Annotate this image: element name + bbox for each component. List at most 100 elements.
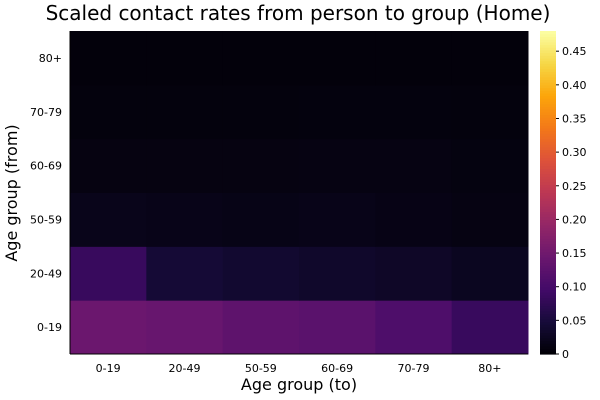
colorbar-segment: [540, 184, 556, 188]
colorbar-segment: [540, 332, 556, 336]
colorbar-segment: [540, 90, 556, 94]
colorbar-tick-label: 0.45: [562, 45, 587, 58]
colorbar-segment: [540, 267, 556, 272]
colorbar-segment: [540, 111, 556, 116]
heatmap-cell-70-79-0-19: [70, 84, 147, 140]
heatmap-cell-50-59-80+: [451, 192, 529, 247]
heatmap-cell-0-19-70-79: [375, 300, 453, 355]
heatmap-cell-0-19-50-59: [222, 300, 300, 355]
colorbar-segment: [540, 235, 556, 239]
colorbar-segment: [540, 275, 556, 280]
colorbar-segment: [540, 173, 556, 177]
x-axis-ticks: 0-19 20-49 50-59 60-69 70-79 80+: [96, 362, 502, 375]
colorbar-segment: [540, 200, 556, 204]
x-tick-label: 60-69: [321, 362, 353, 375]
colorbar-segment: [540, 162, 556, 167]
colorbar-segment: [540, 327, 556, 331]
colorbar-segment: [540, 257, 556, 261]
colorbar-segment: [540, 63, 556, 67]
colorbar-segment: [540, 106, 556, 110]
heatmap-cell-0-19-80+: [451, 300, 529, 355]
heatmap-cell-80+-20-49: [146, 31, 224, 86]
colorbar-segment: [540, 33, 556, 37]
heatmap-cell-0-19-60-69: [299, 300, 376, 355]
colorbar-segment: [540, 251, 556, 256]
colorbar-segment: [540, 71, 556, 75]
colorbar-segment: [540, 152, 556, 156]
colorbar-segment: [540, 297, 556, 301]
colorbar-segment: [540, 240, 556, 245]
heatmap-cell-80+-50-59: [222, 31, 300, 86]
heatmap-cell-60-69-0-19: [70, 138, 147, 193]
colorbar-segment: [540, 270, 556, 274]
colorbar-segment: [540, 227, 556, 231]
colorbar-segment: [540, 340, 556, 344]
heatmap-cell-80+-60-69: [299, 31, 376, 86]
colorbar-segment: [540, 273, 556, 277]
colorbar-segment: [540, 187, 556, 191]
colorbar-segment: [540, 79, 556, 83]
colorbar-segment: [540, 224, 556, 229]
colorbar-segment: [540, 87, 556, 91]
colorbar-segment: [540, 329, 556, 334]
plot-frame: [69, 31, 528, 355]
colorbar-segment: [540, 321, 556, 325]
heatmap-cell-80+-80+: [451, 31, 529, 86]
x-tick-label: 70-79: [398, 362, 430, 375]
heatmap-cell-20-49-80+: [451, 246, 529, 301]
colorbar-segment: [540, 286, 556, 290]
colorbar-segment: [540, 246, 556, 250]
colorbar-segment: [540, 284, 556, 288]
colorbar-segment: [540, 259, 556, 264]
heatmap-cell-50-59-0-19: [70, 192, 147, 247]
y-tick-label: 70-79: [30, 106, 62, 119]
colorbar-tick-label: 0.25: [562, 180, 587, 193]
colorbar-tick-label: 0.15: [562, 247, 587, 260]
colorbar-segment: [540, 130, 556, 134]
colorbar-segment: [540, 122, 556, 126]
colorbar-segment: [540, 154, 556, 159]
colorbar-segment: [540, 211, 556, 215]
colorbar-segment: [540, 179, 556, 183]
colorbar-segment: [540, 117, 556, 121]
colorbar-segment: [540, 68, 556, 72]
heatmap-cell-50-59-70-79: [375, 192, 453, 247]
colorbar-segment: [540, 49, 556, 54]
colorbar-segment: [540, 170, 556, 175]
colorbar-segment: [540, 95, 556, 99]
colorbar-segment: [540, 76, 556, 81]
colorbar-segment: [540, 254, 556, 258]
colorbar-segment: [540, 36, 556, 40]
colorbar-tick-label: 0.05: [562, 314, 587, 327]
heatmap-cell-60-69-60-69: [299, 138, 376, 193]
x-tick-label: 50-59: [245, 362, 277, 375]
heatmap-cell-60-69-20-49: [146, 138, 224, 193]
heatmap-cell-60-69-70-79: [375, 138, 453, 193]
colorbar-segment: [540, 289, 556, 293]
colorbar-segment: [540, 127, 556, 132]
heatmap-cell-60-69-50-59: [222, 138, 300, 193]
heatmap-cell-70-79-80+: [451, 84, 529, 140]
colorbar-segment: [540, 149, 556, 153]
colorbar-segment: [540, 278, 556, 282]
y-axis-ticks: 0-19 20-49 50-59 60-69 70-79 80+: [30, 52, 62, 334]
y-tick-label: 80+: [39, 52, 62, 65]
colorbar-segment: [540, 195, 556, 199]
colorbar-segment: [540, 114, 556, 118]
colorbar-segment: [540, 310, 556, 315]
colorbar-segment: [540, 60, 556, 64]
colorbar-segment: [540, 316, 556, 320]
colorbar-segment: [540, 168, 556, 172]
colorbar-segment: [540, 138, 556, 142]
colorbar-segment: [540, 216, 556, 221]
colorbar-segment: [540, 41, 556, 46]
colorbar-segment: [540, 292, 556, 296]
heatmap-cell-70-79-60-69: [299, 84, 376, 140]
heatmap-cell-50-59-60-69: [299, 192, 376, 247]
colorbar-segment: [540, 74, 556, 78]
colorbar-segment: [540, 157, 556, 161]
heatmap-cell-20-49-50-59: [222, 246, 300, 301]
colorbar-segment: [540, 189, 556, 194]
colorbar-segment: [540, 335, 556, 339]
